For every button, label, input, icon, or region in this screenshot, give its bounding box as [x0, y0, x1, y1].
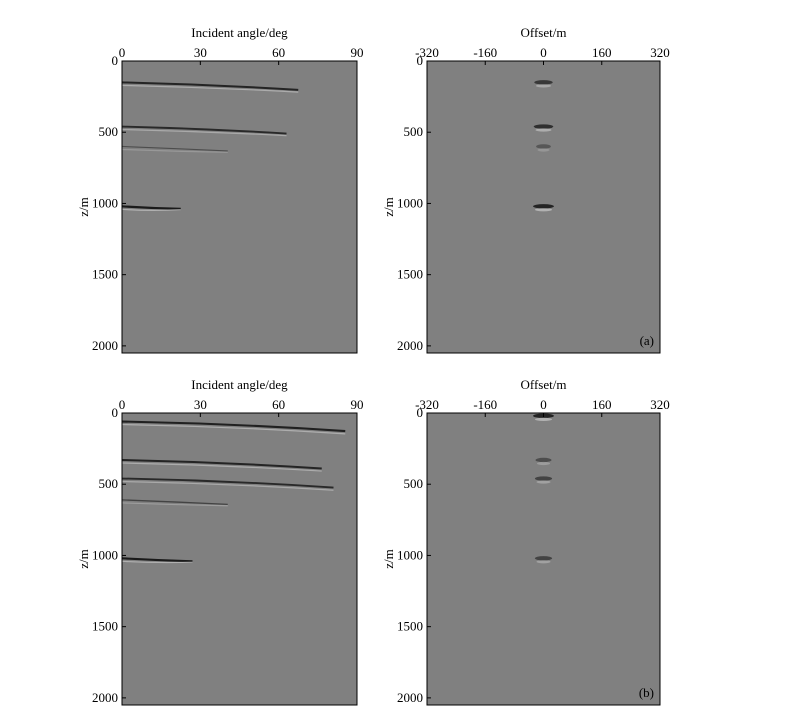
x-tick-label: 30	[194, 45, 207, 60]
y-tick-label: 1500	[92, 619, 118, 634]
y-axis-label: z/m	[381, 197, 396, 217]
panel-b-angle-gather: Incident angle/deg z/m 0 30 60 90 0 500 1000 1…	[76, 377, 364, 706]
y-tick-label: 1000	[92, 195, 118, 210]
panel-b-offset-gather: Offset/m z/m -320 -160 0 160 320 0 500 1000 150…	[381, 377, 670, 706]
reflection-event-sidelobe	[121, 480, 334, 491]
reflection-event	[121, 145, 228, 152]
reflection-event	[121, 205, 181, 210]
y-tick-label: 0	[417, 405, 424, 420]
x-tick-label: 320	[650, 397, 670, 412]
x-tick-label: 30	[194, 397, 207, 412]
reflection-event-sidelobe	[121, 148, 228, 153]
y-tick-label: 2000	[92, 690, 118, 705]
reflection-event	[121, 125, 287, 135]
panel-image	[122, 61, 357, 353]
reflection-event	[121, 81, 299, 91]
x-axis-label: Offset/m	[521, 25, 567, 40]
y-tick-label: 1500	[397, 267, 423, 282]
x-axis-label: Offset/m	[521, 377, 567, 392]
x-tick-label: -160	[473, 45, 497, 60]
focused-event-sidelobe	[536, 84, 551, 88]
x-tick-label: 60	[272, 45, 285, 60]
panel-frame	[121, 60, 358, 354]
y-axis-label: z/m	[76, 549, 91, 569]
y-tick-label: 1000	[397, 547, 423, 562]
y-tick-label: 0	[112, 405, 119, 420]
panel-frame	[121, 412, 358, 706]
y-tick-label: 1500	[92, 267, 118, 282]
reflection-event	[121, 499, 228, 506]
y-tick-label: 500	[404, 476, 424, 491]
focused-event	[534, 80, 553, 85]
x-tick-label: 0	[540, 397, 547, 412]
reflection-event-sidelobe	[121, 462, 322, 472]
x-tick-label: 60	[272, 397, 285, 412]
y-tick-label: 2000	[92, 338, 118, 353]
reflection-event	[121, 459, 322, 470]
focused-event	[536, 144, 551, 149]
y-tick-label: 1000	[397, 195, 423, 210]
y-tick-label: 500	[99, 124, 119, 139]
focused-event-sidelobe	[537, 148, 550, 152]
reflection-event-sidelobe	[121, 128, 287, 137]
focused-event	[533, 204, 554, 209]
focused-event-sidelobe	[536, 560, 551, 564]
panel-label: (b)	[639, 685, 654, 700]
focused-event-sidelobe	[535, 208, 552, 212]
reflection-event-sidelobe	[121, 423, 346, 435]
y-axis-label: z/m	[381, 549, 396, 569]
x-tick-label: -160	[473, 397, 497, 412]
x-tick-label: 90	[351, 45, 364, 60]
focused-event	[534, 476, 553, 481]
y-tick-label: 2000	[397, 690, 423, 705]
x-axis-label: Incident angle/deg	[191, 377, 288, 392]
reflection-event	[121, 420, 346, 433]
y-axis-label: z/m	[76, 197, 91, 217]
focused-event-sidelobe	[536, 480, 551, 484]
y-tick-label: 1500	[397, 619, 423, 634]
x-tick-label: 320	[650, 45, 670, 60]
x-tick-label: 160	[592, 45, 612, 60]
focused-event	[534, 556, 553, 561]
y-tick-label: 1000	[92, 547, 118, 562]
panel-a-offset-gather: Offset/m z/m -320 -160 0 160 320 0 500 1000 150…	[381, 25, 670, 354]
reflection-event	[121, 477, 334, 489]
y-tick-label: 500	[99, 476, 119, 491]
reflection-event-sidelobe	[121, 208, 181, 211]
x-tick-label: 160	[592, 397, 612, 412]
reflection-event	[121, 557, 193, 563]
y-tick-label: 500	[404, 124, 424, 139]
y-tick-label: 0	[417, 53, 424, 68]
x-axis-label: Incident angle/deg	[191, 25, 288, 40]
x-tick-label: 0	[119, 397, 126, 412]
focused-event	[535, 457, 552, 463]
reflection-event-sidelobe	[121, 502, 228, 507]
focused-event	[533, 124, 554, 129]
x-tick-label: 0	[119, 45, 126, 60]
focused-event-sidelobe	[535, 128, 552, 132]
y-tick-label: 0	[112, 53, 119, 68]
focused-event-sidelobe	[537, 461, 550, 466]
panel-a-angle-gather: Incident angle/deg z/m 0 30 60 90 0 500 1000 1…	[76, 25, 364, 354]
x-tick-label: -320	[415, 45, 439, 60]
x-tick-label: 0	[540, 45, 547, 60]
x-tick-label: -320	[415, 397, 439, 412]
reflection-event-sidelobe	[121, 84, 299, 93]
focused-event-sidelobe	[535, 417, 552, 421]
x-tick-label: 90	[351, 397, 364, 412]
y-tick-label: 2000	[397, 338, 423, 353]
panel-label: (a)	[640, 333, 654, 348]
reflection-event-sidelobe	[121, 560, 193, 564]
